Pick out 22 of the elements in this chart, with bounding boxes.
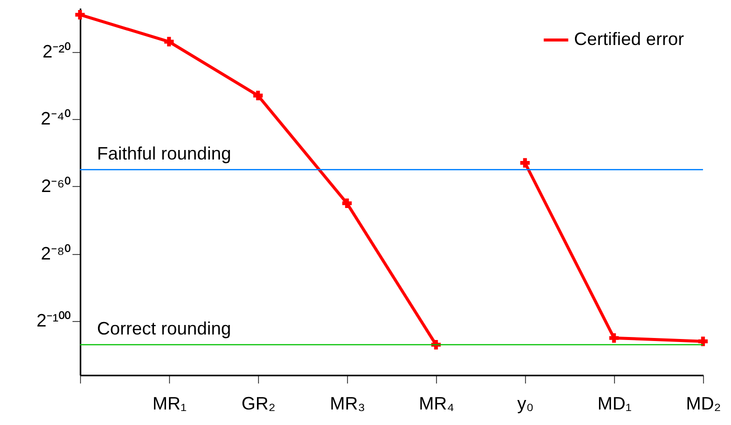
x-tick-label: MD₂ — [686, 394, 721, 414]
point — [253, 90, 263, 100]
x-tick-label: GR₂ — [242, 394, 276, 414]
point — [698, 336, 708, 346]
y-tick-label: 2⁻⁴⁰ — [40, 108, 70, 129]
x-tick-label: MR₁ — [152, 394, 187, 414]
point — [520, 158, 530, 168]
x-tick-label: MR₄ — [418, 394, 454, 414]
point — [342, 198, 352, 208]
y-tick-label: 2⁻⁸⁰ — [40, 243, 70, 264]
x-tick-label: y₀ — [517, 394, 534, 414]
y-tick-label: 2⁻¹⁰⁰ — [36, 310, 70, 331]
point — [75, 10, 85, 20]
y-tick-label: 2⁻⁶⁰ — [41, 176, 70, 196]
x-tick-label: MR₃ — [330, 394, 366, 414]
ref-line-label: Faithful rounding — [97, 144, 232, 164]
x-tick-label: MD₁ — [597, 394, 632, 414]
y-tick-label: 2⁻²⁰ — [42, 41, 70, 62]
point — [164, 36, 174, 46]
legend-label: Certified error — [574, 29, 684, 49]
ref-line-label: Correct rounding — [97, 318, 232, 339]
point — [609, 333, 619, 343]
